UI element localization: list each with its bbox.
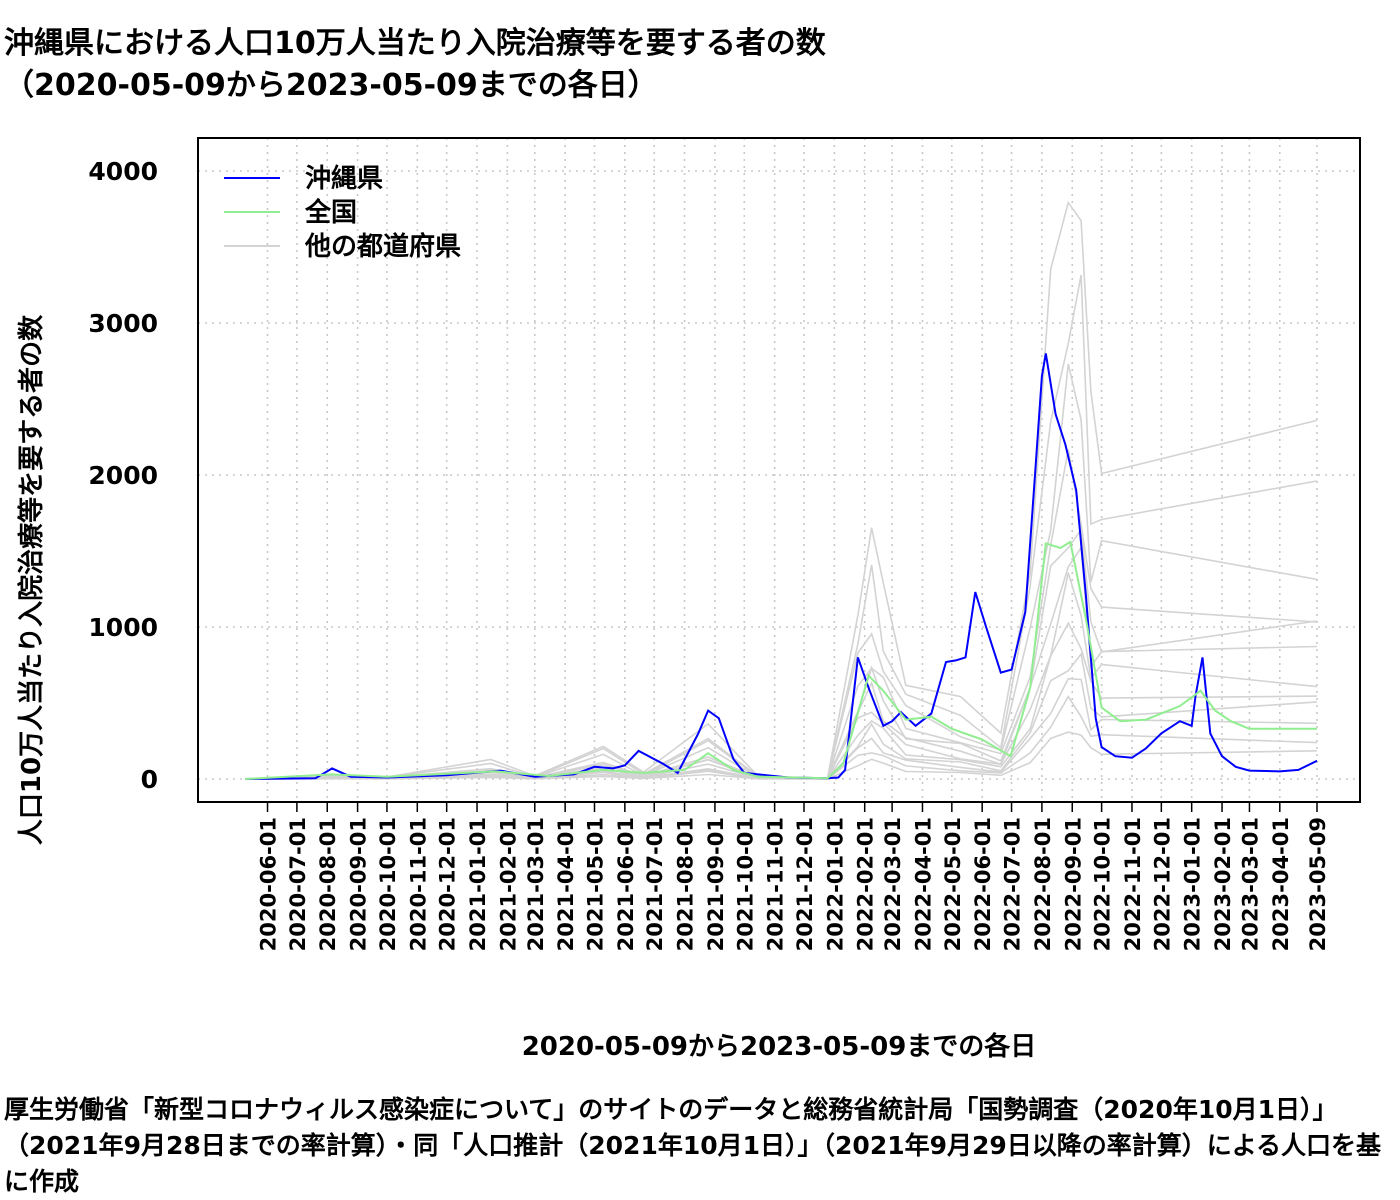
other-prefecture-line xyxy=(244,731,1318,780)
y-axis-label: 人口10万人当たり入院治療等を要する者の数 xyxy=(16,314,47,845)
x-tick-label: 2022-05-01 xyxy=(941,817,965,951)
other-prefecture-line xyxy=(244,274,1318,780)
plot-area xyxy=(198,138,1360,802)
x-tick-label: 2021-10-01 xyxy=(733,817,757,951)
x-tick-label: 2022-08-01 xyxy=(1031,817,1055,951)
y-tick-label: 2000 xyxy=(88,461,158,490)
x-tick-label: 2023-02-01 xyxy=(1211,817,1235,951)
other-prefectures-lines xyxy=(244,200,1318,780)
x-tick-label: 2020-06-01 xyxy=(257,817,281,951)
x-tick-label: 2021-05-01 xyxy=(584,817,608,951)
legend-label: 沖縄県 xyxy=(305,164,383,194)
x-tick-label: 2020-08-01 xyxy=(316,817,340,951)
x-tick-label: 2020-10-01 xyxy=(376,817,400,951)
x-tick-label: 2022-09-01 xyxy=(1061,817,1085,951)
series-line-okinawa xyxy=(244,353,1318,780)
x-tick-label: 2022-07-01 xyxy=(1001,817,1025,951)
chart-title-line2: （2020-05-09から2023-05-09までの各日） xyxy=(4,68,658,103)
line-chart: 2020-06-01 2020-07-01 2020-08-01 2020-09-01… xyxy=(16,137,1361,951)
other-prefecture-line xyxy=(244,200,1318,780)
y-tick-label: 3000 xyxy=(88,309,158,338)
x-tick-label: 2021-01-01 xyxy=(466,817,490,951)
x-tick-label: 2021-03-01 xyxy=(524,817,548,951)
x-tick-label: 2022-11-01 xyxy=(1121,817,1145,951)
x-tick-label: 2020-11-01 xyxy=(406,817,430,951)
plot-frame xyxy=(197,137,1361,803)
x-tick-label: 2021-11-01 xyxy=(764,817,788,951)
chart-title-line1: 沖縄県における人口10万人当たり入院治療等を要する者の数 xyxy=(4,26,826,61)
legend-label: 他の都道府県 xyxy=(304,231,461,262)
series-line-national xyxy=(244,540,1317,780)
x-tick-label: 2020-12-01 xyxy=(436,817,460,951)
x-tick-label: 2022-04-01 xyxy=(911,817,935,951)
x-tick-label: 2021-07-01 xyxy=(643,817,667,951)
x-axis-label: 2020-05-09から2023-05-09までの各日 xyxy=(521,1032,1037,1062)
x-tick-label: 2020-07-01 xyxy=(286,817,310,951)
x-tick-label: 2023-01-01 xyxy=(1181,817,1205,951)
x-tick-label: 2022-02-01 xyxy=(854,817,878,951)
x-tick-label: 2022-01-01 xyxy=(823,817,847,951)
x-tick-label: 2022-03-01 xyxy=(881,817,905,951)
y-tick-label: 0 xyxy=(141,765,158,794)
y-tick-label: 1000 xyxy=(88,613,158,642)
x-tick-label: 2021-08-01 xyxy=(674,817,698,951)
x-tick-label: 2023-03-01 xyxy=(1238,817,1262,951)
x-tick-label: 2023-05-09 xyxy=(1306,817,1330,951)
x-tick-label: 2020-09-01 xyxy=(347,817,371,951)
source-caption: 厚生労働省「新型コロナウィルス感染症について」のサイトのデータと総務省統計局「国… xyxy=(4,1095,1382,1196)
x-tick-label: 2021-04-01 xyxy=(554,817,578,951)
x-tick-label: 2021-02-01 xyxy=(496,817,520,951)
x-tick-label: 2021-09-01 xyxy=(704,817,728,951)
legend-label: 全国 xyxy=(304,197,357,228)
y-tick-label: 4000 xyxy=(88,157,158,186)
x-tick-label: 2021-12-01 xyxy=(793,817,817,951)
x-tick-label: 2022-06-01 xyxy=(971,817,995,951)
x-tick-label: 2023-04-01 xyxy=(1269,817,1293,951)
x-tick-label: 2022-12-01 xyxy=(1150,817,1174,951)
x-tick-label: 2022-10-01 xyxy=(1091,817,1115,951)
x-tick-label: 2021-06-01 xyxy=(614,817,638,951)
